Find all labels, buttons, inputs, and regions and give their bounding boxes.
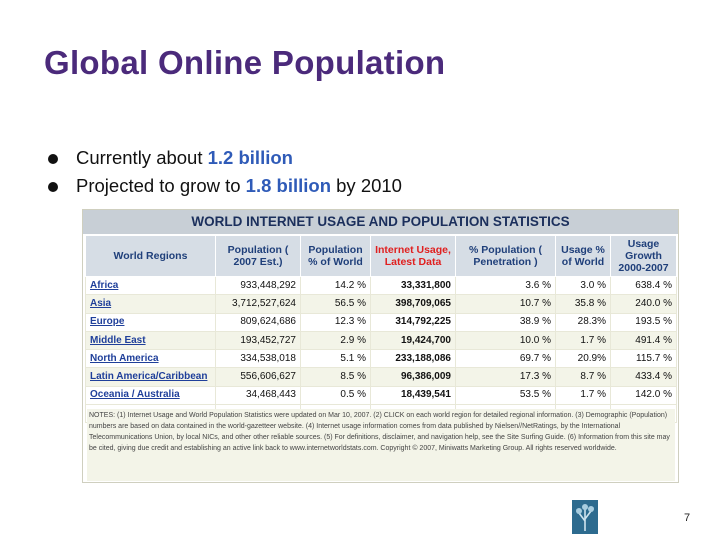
value-cell: 14.2 %	[300, 275, 371, 296]
col-header: Usage % of World	[555, 235, 611, 277]
value-cell: 3,712,527,624	[215, 294, 301, 314]
stats-heading: WORLD INTERNET USAGE AND POPULATION STAT…	[83, 210, 678, 234]
value-cell: 142.0 %	[610, 385, 677, 406]
region-cell[interactable]: Middle East	[85, 330, 216, 351]
value-cell: 96,386,009	[370, 367, 456, 387]
value-cell: 34,468,443	[215, 385, 301, 406]
page-number: 7	[684, 512, 691, 524]
table-row: Europe 809,624,686 12.3 % 314,792,225 38.9 %…	[85, 312, 677, 332]
value-cell: 491.4 %	[610, 330, 677, 351]
bullet-dot-icon	[48, 154, 58, 164]
col-header: Population ( 2007 Est.)	[215, 235, 301, 277]
value-cell: 69.7 %	[455, 349, 556, 369]
value-cell: 12.3 %	[300, 312, 371, 332]
slide-title: Global Online Population	[44, 44, 446, 81]
value-cell: 1.7 %	[555, 330, 611, 351]
value-cell: 19,424,700	[370, 330, 456, 351]
value-cell: 193.5 %	[610, 312, 677, 332]
region-cell[interactable]: Latin America/Caribbean	[85, 367, 216, 387]
value-cell: 240.0 %	[610, 294, 677, 314]
table-row: North America 334,538,018 5.1 % 233,188,086…	[85, 349, 677, 369]
bullet-dot-icon	[48, 182, 58, 192]
bullet-highlight: 1.2 billion	[207, 147, 293, 168]
logo-mark	[572, 500, 598, 534]
value-cell: 0.5 %	[300, 385, 371, 406]
region-cell[interactable]: Africa	[85, 275, 216, 296]
value-cell: 334,538,018	[215, 349, 301, 369]
value-cell: 638.4 %	[610, 275, 677, 296]
col-header: Internet Usage, Latest Data	[370, 235, 456, 277]
value-cell: 809,624,686	[215, 312, 301, 332]
value-cell: 556,606,627	[215, 367, 301, 387]
value-cell: 193,452,727	[215, 330, 301, 351]
value-cell: 33,331,800	[370, 275, 456, 296]
value-cell: 115.7 %	[610, 349, 677, 369]
value-cell: 398,709,065	[370, 294, 456, 314]
value-cell: 5.1 %	[300, 349, 371, 369]
stats-notes: NOTES: (1) Internet Usage and World Popu…	[87, 409, 675, 481]
internet-stats-figure: WORLD INTERNET USAGE AND POPULATION STAT…	[82, 209, 679, 483]
value-cell: 10.7 %	[455, 294, 556, 314]
value-cell: 3.6 %	[455, 275, 556, 296]
bullet-text-tail: by 2010	[331, 175, 402, 196]
bullet-text: Currently about	[76, 147, 208, 168]
table-row: Africa 933,448,292 14.2 % 33,331,800 3.6 % 3.…	[85, 275, 677, 296]
value-cell: 3.0 %	[555, 275, 611, 296]
table-row: Middle East 193,452,727 2.9 % 19,424,700 10.…	[85, 330, 677, 351]
value-cell: 433.4 %	[610, 367, 677, 387]
value-cell: 8.7 %	[555, 367, 611, 387]
value-cell: 20.9%	[555, 349, 611, 369]
value-cell: 38.9 %	[455, 312, 556, 332]
value-cell: 56.5 %	[300, 294, 371, 314]
stats-table: World Regions Population ( 2007 Est.) Po…	[85, 235, 677, 424]
company-logo	[572, 500, 632, 538]
table-header-row: World Regions Population ( 2007 Est.) Po…	[85, 235, 677, 277]
bullet-text: Projected to grow to	[76, 175, 246, 196]
table-row: Oceania / Australia 34,468,443 0.5 % 18,439…	[85, 385, 677, 406]
value-cell: 17.3 %	[455, 367, 556, 387]
col-header: % Population ( Penetration )	[455, 235, 556, 277]
region-cell[interactable]: Oceania / Australia	[85, 385, 216, 406]
value-cell: 35.8 %	[555, 294, 611, 314]
region-cell[interactable]: Asia	[85, 294, 216, 314]
tree-icon	[576, 504, 594, 531]
value-cell: 2.9 %	[300, 330, 371, 351]
region-cell[interactable]: North America	[85, 349, 216, 369]
value-cell: 10.0 %	[455, 330, 556, 351]
value-cell: 18,439,541	[370, 385, 456, 406]
value-cell: 8.5 %	[300, 367, 371, 387]
value-cell: 1.7 %	[555, 385, 611, 406]
table-row: Asia 3,712,527,624 56.5 % 398,709,065 10.7 %…	[85, 294, 677, 314]
value-cell: 53.5 %	[455, 385, 556, 406]
region-cell[interactable]: Europe	[85, 312, 216, 332]
table-row: Latin America/Caribbean 556,606,627 8.5 % 9…	[85, 367, 677, 387]
value-cell: 933,448,292	[215, 275, 301, 296]
bullet-highlight: 1.8 billion	[245, 175, 331, 196]
value-cell: 233,188,086	[370, 349, 456, 369]
value-cell: 314,792,225	[370, 312, 456, 332]
value-cell: 28.3%	[555, 312, 611, 332]
col-header: Usage Growth 2000-2007	[610, 235, 677, 277]
col-header: Population % of World	[300, 235, 371, 277]
col-header: World Regions	[85, 235, 216, 277]
